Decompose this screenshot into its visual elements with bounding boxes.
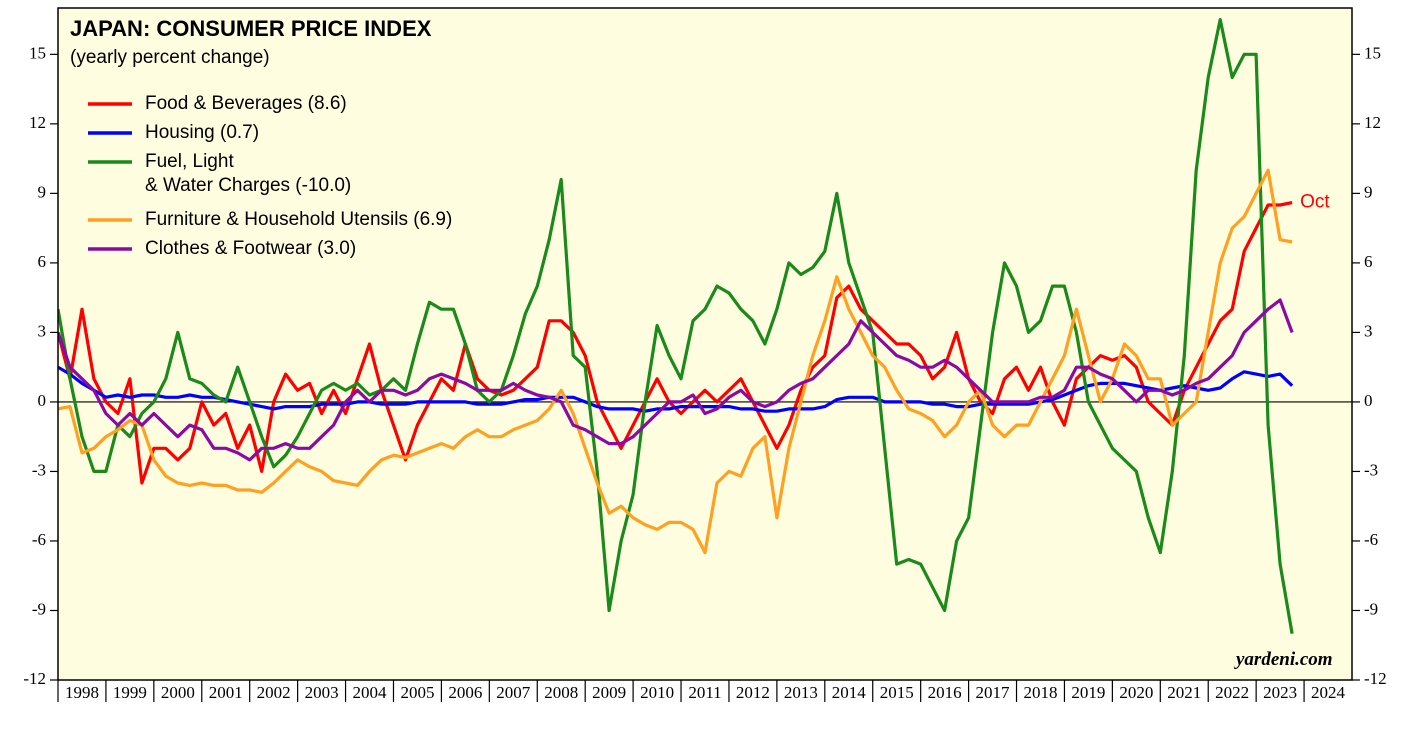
y2-tick-label: -12 [1364,669,1387,688]
y-tick-label: -9 [32,599,46,618]
axes: -12 -12 -9 -9 -6 -6 -3 -3 0 0 3 3 6 6 9 9 12 12 15 15 1998 19… [23,43,1387,702]
lines [58,18,1294,634]
y-tick-label: 12 [29,113,46,132]
y2-tick-label: -6 [1364,530,1378,549]
x-tick-label: 2001 [209,683,243,702]
x-tick-label: 2012 [736,683,770,702]
plot-border [57,7,1353,681]
chart-title: JAPAN: CONSUMER PRICE INDEX [70,16,432,41]
y-tick-label: 3 [38,321,47,340]
y2-tick-label: 0 [1364,391,1373,410]
y2-tick-label: 15 [1364,43,1381,62]
x-tick-label: 2004 [353,683,388,702]
x-tick-label: 2017 [976,683,1011,702]
x-tick-label: 2005 [400,683,434,702]
x-tick-label: 2024 [1311,683,1346,702]
x-tick-label: 2008 [544,683,578,702]
legend-label: Food & Beverages (8.6) [145,93,347,114]
x-tick-label: 2020 [1119,683,1153,702]
y-tick-label: 15 [29,43,46,62]
annotation: Oct [1300,192,1330,213]
x-tick-label: 1999 [113,683,147,702]
y2-tick-label: 12 [1364,113,1381,132]
series-line [58,18,1294,634]
y-tick-label: 9 [38,182,47,201]
x-tick-label: 2013 [784,683,818,702]
y-tick-label: -12 [23,669,46,688]
legend-label: Fuel, Light & Water Charges (-10.0) [145,151,351,196]
x-tick-label: 2011 [688,683,721,702]
y2-tick-label: 6 [1364,252,1373,271]
y2-tick-label: -3 [1364,460,1378,479]
legend-label: Housing (0.7) [145,122,259,143]
x-tick-label: 2006 [448,683,482,702]
x-tick-label: 2007 [496,683,531,702]
x-tick-label: 2018 [1023,683,1057,702]
series-line [58,298,1294,462]
legend-label: Clothes & Footwear (3.0) [145,238,356,259]
x-tick-label: 2021 [1167,683,1201,702]
x-tick-label: 2015 [880,683,914,702]
chart-subtitle: (yearly percent change) [70,47,270,68]
y-tick-label: -6 [32,530,46,549]
plot-area [58,8,1352,680]
y-tick-label: -3 [32,460,46,479]
series-line [58,168,1293,555]
x-tick-label: 2016 [928,683,962,702]
x-tick-label: 2009 [592,683,626,702]
x-tick-label: 2000 [161,683,195,702]
legend: Food & Beverages (8.6) Housing (0.7) Fuel,… [88,93,452,259]
x-tick-label: 1998 [65,683,99,702]
y-tick-label: 0 [38,391,47,410]
legend-label: Furniture & Household Utensils (6.9) [145,209,452,230]
source: yardeni.com [1234,649,1333,670]
x-tick-label: 2019 [1071,683,1105,702]
x-tick-label: 2002 [257,683,291,702]
x-tick-label: 2010 [640,683,674,702]
x-tick-label: 2003 [305,683,339,702]
y2-tick-label: 3 [1364,321,1373,340]
x-tick-label: 2014 [832,683,867,702]
x-tick-label: 2023 [1263,683,1297,702]
y-tick-label: 6 [38,252,47,271]
x-tick-label: 2022 [1215,683,1249,702]
y2-tick-label: 9 [1364,182,1373,201]
y2-tick-label: -9 [1364,599,1378,618]
